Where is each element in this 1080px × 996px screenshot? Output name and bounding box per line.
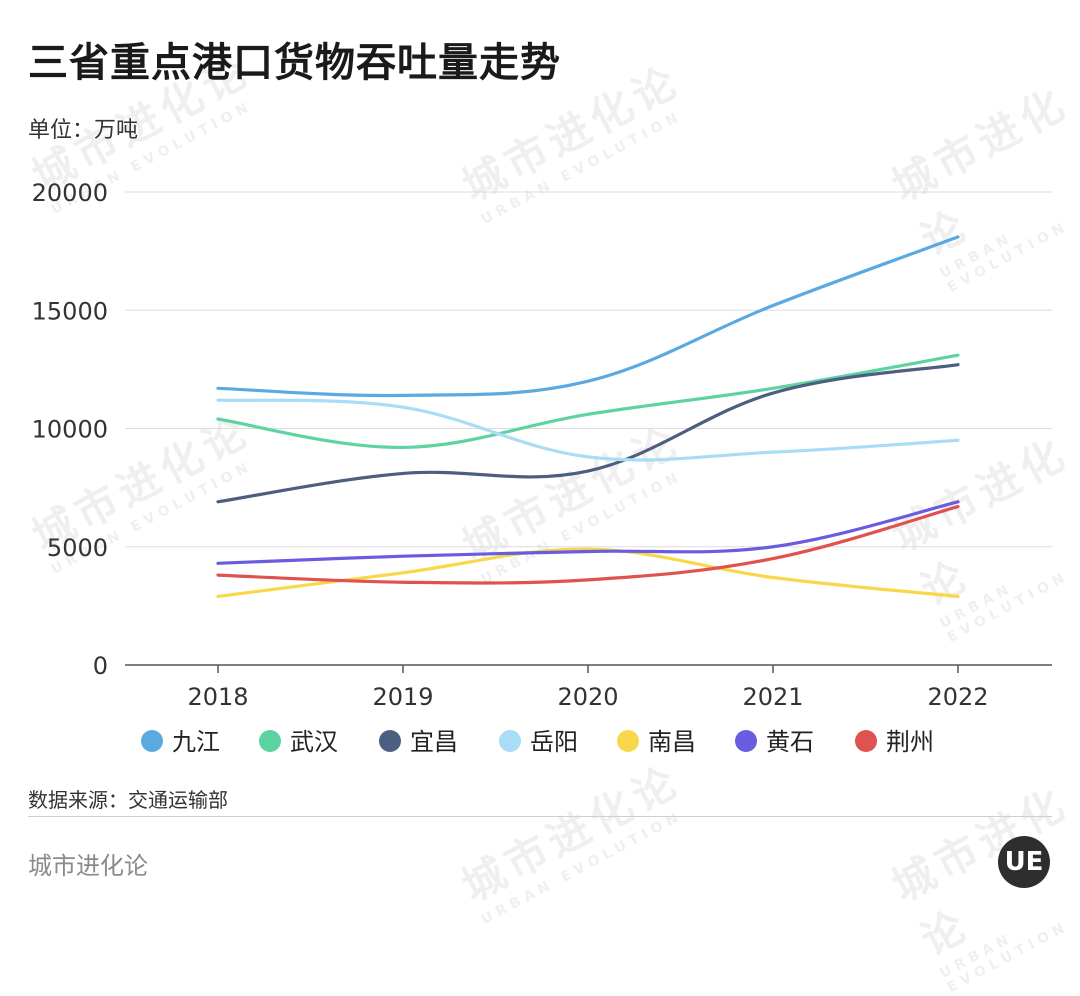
legend-label: 宜昌 [410,728,458,756]
x-tick-label: 2019 [372,683,433,711]
legend-item-1[interactable]: 武汉 [259,728,338,756]
legend-swatch [735,730,757,752]
legend-label: 南昌 [648,728,696,756]
x-tick-label: 2018 [187,683,248,711]
grid-lines [125,191,1052,548]
y-tick-label: 5000 [47,534,108,562]
legend-swatch [141,730,163,752]
line-chart: 0 5000 10000 15000 20000 2018 2019 2020 2021 202… [32,179,1052,756]
legend-swatch [259,730,281,752]
series-line-3 [216,398,960,462]
x-tick-label: 2022 [927,683,988,711]
unit-label: 单位：万吨 [28,118,139,143]
data-source: 数据来源：交通运输部 [28,788,228,812]
y-tick-label: 20000 [32,179,108,207]
series-line-5 [216,500,960,565]
brand-name: 城市进化论 [28,852,148,880]
legend-label: 岳阳 [530,728,578,756]
legend-item-6[interactable]: 荆州 [855,728,934,756]
series-line-2 [216,363,960,504]
y-tick-label: 15000 [32,297,108,325]
legend-item-0[interactable]: 九江 [141,728,220,756]
legend-item-4[interactable]: 南昌 [617,728,696,756]
series-line-0 [216,235,960,398]
series-line-1 [216,353,960,450]
legend-label: 荆州 [886,728,934,756]
legend-swatch [617,730,639,752]
legend-swatch [379,730,401,752]
legend-label: 武汉 [290,728,338,756]
y-tick-label: 0 [93,652,108,680]
legend: 九江 武汉 宜昌 岳阳 南昌 黄石 荆州 [141,728,934,756]
x-tick-label: 2020 [557,683,618,711]
legend-label: 黄石 [766,728,814,756]
divider [28,816,1052,817]
legend-swatch [855,730,877,752]
brand-logo-icon: UE [998,836,1050,888]
series-line-4 [216,547,960,599]
legend-label: 九江 [172,728,220,756]
legend-swatch [499,730,521,752]
x-axis: 2018 2019 2020 2021 2022 [125,664,1052,711]
legend-item-3[interactable]: 岳阳 [499,728,578,756]
legend-item-5[interactable]: 黄石 [735,728,814,756]
series-lines [216,235,960,599]
y-axis-ticks: 0 5000 10000 15000 20000 [32,179,108,680]
y-tick-label: 10000 [32,416,108,444]
x-tick-label: 2021 [742,683,803,711]
series-line-6 [216,504,960,585]
chart-title: 三省重点港口货物吞吐量走势 [28,40,561,86]
legend-item-2[interactable]: 宜昌 [379,728,458,756]
